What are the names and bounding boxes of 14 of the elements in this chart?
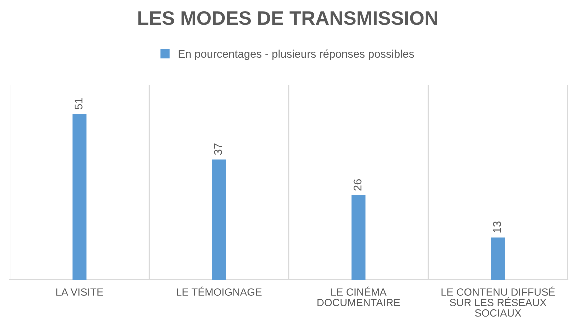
bar	[72, 114, 87, 280]
data-label: 51	[74, 98, 83, 110]
data-label: 13	[493, 222, 502, 233]
x-tick-label: LE TÉMOIGNAGE	[177, 286, 262, 296]
x-tick-label: LE CONTENU DIFFUSÉ SUR LES RÉSEAUX SOCIAUX	[442, 286, 556, 317]
data-label: 37	[214, 144, 222, 156]
data-label: 26	[354, 179, 362, 191]
bar	[212, 160, 226, 280]
x-tick-label: LA VISITE	[56, 288, 104, 296]
x-tick-label: LE CINÉMA DOCUMENTAIRE	[318, 286, 400, 306]
bar	[352, 196, 366, 280]
bar	[491, 238, 506, 280]
chart-title: LES MODES DE TRANSMISSION	[138, 11, 438, 26]
legend-label: En pourcentages - plusieurs réponses possibles	[178, 50, 414, 60]
